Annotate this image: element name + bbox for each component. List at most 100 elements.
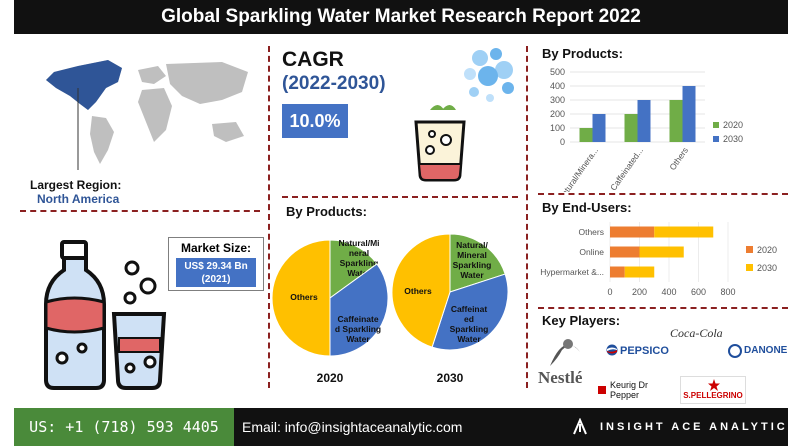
- pie-slice: [329, 263, 389, 357]
- pie-slice-label: Sparkling: [450, 324, 489, 334]
- pepsico-logo: PEPSICO: [620, 345, 669, 357]
- keurig-icon: [598, 386, 606, 394]
- y-tick-label: Hypermarket &...: [540, 267, 604, 277]
- products-pie-charts: Natural/MineralSparklingWaterCaffeinated…: [272, 233, 509, 385]
- products-bar-title: By Products:: [542, 46, 623, 61]
- pie-slice-label: Water: [457, 334, 481, 344]
- legend-swatch: [746, 246, 753, 253]
- pie-slice: [329, 239, 378, 299]
- pie-slice-label: Natural/Mi: [338, 238, 379, 248]
- pie-slice-label: Water: [347, 268, 371, 278]
- legend-label: 2020: [757, 245, 777, 255]
- bar-2030: [637, 100, 651, 142]
- y-tick-label: 200: [550, 109, 565, 119]
- divider-right-h2: [538, 307, 788, 309]
- products-bar-chart: 0 100 200 300 400 500 Natural/Minera... Caffein…: [550, 67, 743, 192]
- footer-brand-name: INSIGHT ACE ANALYTIC: [600, 421, 788, 433]
- pie-slice-label: Mineral: [457, 250, 487, 260]
- world-map-icon: [46, 60, 248, 170]
- end-users-title: By End-Users:: [542, 200, 632, 215]
- pie-slice-label: Caffeinate: [337, 314, 378, 324]
- x-tick-label: 200: [632, 287, 647, 297]
- footer-phone[interactable]: US: +1 (718) 593 4405: [14, 408, 234, 446]
- hbar-2030: [624, 266, 655, 278]
- hbar-2020: [610, 246, 640, 258]
- pie-slice-label: d Sparkling: [335, 324, 381, 334]
- cagr-value: 10.0%: [282, 104, 348, 138]
- coca-cola-logo: Coca-Cola: [670, 326, 723, 340]
- y-tick-label: 500: [550, 67, 565, 77]
- y-tick-label: Others: [578, 227, 604, 237]
- pie-slice-label: ed: [464, 314, 474, 324]
- x-tick-label: 800: [720, 287, 735, 297]
- hbar-2030: [639, 246, 684, 258]
- pellegrino-badge: S.PELLEGRINO: [680, 376, 746, 404]
- pie-slice: [272, 239, 331, 357]
- pepsico-globe-icon: [606, 344, 618, 356]
- pie-year-label: 2020: [317, 371, 344, 385]
- bar-2030: [682, 86, 696, 142]
- cagr-label: CAGR: [282, 48, 344, 71]
- largest-region-value: North America: [37, 192, 120, 206]
- bar-2030: [592, 114, 606, 142]
- hbar-2020: [610, 226, 655, 238]
- pie-slice-label: Others: [404, 286, 432, 296]
- legend-swatch: [713, 122, 719, 128]
- pie-slice-label: Sparkling: [453, 260, 492, 270]
- market-size-label: Market Size:: [180, 241, 252, 255]
- divider-right: [526, 46, 528, 388]
- bar-2020: [669, 100, 683, 142]
- end-users-bar-chart: 0 200 400 600 800 Others Online Hypermarket &..…: [540, 222, 777, 297]
- footer-email[interactable]: Email: info@insightaceanalytic.com: [234, 408, 554, 446]
- pie-section-title: By Products:: [286, 204, 367, 219]
- x-tick-label: Others: [667, 145, 690, 172]
- pellegrino-star-icon: [708, 379, 720, 391]
- danone-logo: DANONE: [744, 345, 788, 356]
- y-tick-label: Online: [579, 247, 604, 257]
- hbar-2020: [610, 266, 625, 278]
- key-players-logos: Nestlé PEPSICO Coca-Cola DANONE Keurig D…: [538, 326, 788, 406]
- insightace-logo-icon: [573, 418, 587, 435]
- x-tick-label: 400: [661, 287, 676, 297]
- market-size-amount: US$ 29.34 Bn: [184, 261, 248, 272]
- pie-slice: [391, 233, 451, 348]
- y-tick-label: 300: [550, 95, 565, 105]
- market-size-year: (2021): [201, 274, 231, 285]
- legend-label: 2030: [723, 134, 743, 144]
- x-tick-label: Natural/Minera...: [556, 145, 600, 192]
- danone-swirl-icon: [728, 344, 742, 358]
- x-tick-label: 600: [691, 287, 706, 297]
- x-tick-label: Caffeinated...: [608, 145, 645, 192]
- pie-slice-label: Water: [460, 270, 484, 280]
- market-size-value: US$ 29.34 Bn (2021): [176, 258, 256, 287]
- hbar-2030: [654, 226, 714, 238]
- divider-left-h: [20, 210, 260, 212]
- pie-slice-label: Others: [290, 292, 318, 302]
- bottle-glass-icon: [44, 240, 167, 390]
- y-tick-label: 400: [550, 81, 565, 91]
- market-size-box: Market Size: US$ 29.34 Bn (2021): [168, 237, 264, 291]
- legend-swatch: [746, 264, 753, 271]
- cagr-period: (2022-2030): [282, 73, 386, 94]
- y-tick-label: 100: [550, 123, 565, 133]
- pie-slice-label: Sparkling: [340, 258, 379, 268]
- keurig-logo: Keurig Dr Pepper: [610, 380, 649, 400]
- sparkling-drink-icon: [414, 48, 514, 182]
- pie-slice-label: Water: [346, 334, 370, 344]
- nestle-nest-icon: [550, 339, 580, 366]
- y-tick-label: 0: [560, 137, 565, 147]
- bar-2020: [579, 128, 593, 142]
- legend-label: 2020: [723, 120, 743, 130]
- pie-slice-label: Natural/: [456, 240, 488, 250]
- divider-mid-h: [282, 196, 518, 198]
- page-title: Global Sparkling Water Market Research R…: [14, 0, 788, 34]
- legend-swatch: [713, 136, 719, 142]
- bar-2020: [624, 114, 638, 142]
- pie-slice-label: neral: [349, 248, 369, 258]
- x-tick-label: 0: [607, 287, 612, 297]
- key-players-title: Key Players:: [542, 313, 621, 328]
- pie-slice-label: Caffeinat: [451, 304, 488, 314]
- nestle-logo: Nestlé: [538, 368, 583, 387]
- pie-year-label: 2030: [437, 371, 464, 385]
- footer-brand: INSIGHT ACE ANALYTIC: [554, 408, 788, 446]
